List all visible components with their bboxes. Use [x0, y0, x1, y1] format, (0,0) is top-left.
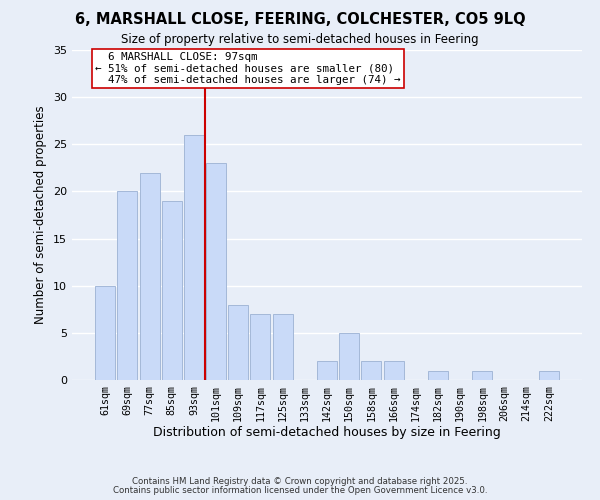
Bar	[184, 135, 204, 380]
Bar	[118, 192, 137, 380]
Bar	[472, 370, 492, 380]
Bar	[428, 370, 448, 380]
Bar	[95, 286, 115, 380]
Bar	[361, 361, 382, 380]
Text: 6, MARSHALL CLOSE, FEERING, COLCHESTER, CO5 9LQ: 6, MARSHALL CLOSE, FEERING, COLCHESTER, …	[74, 12, 526, 28]
Bar	[539, 370, 559, 380]
Bar	[228, 304, 248, 380]
X-axis label: Distribution of semi-detached houses by size in Feering: Distribution of semi-detached houses by …	[153, 426, 501, 440]
Text: Size of property relative to semi-detached houses in Feering: Size of property relative to semi-detach…	[121, 32, 479, 46]
Text: 6 MARSHALL CLOSE: 97sqm
← 51% of semi-detached houses are smaller (80)
  47% of : 6 MARSHALL CLOSE: 97sqm ← 51% of semi-de…	[95, 52, 401, 85]
Bar	[383, 361, 404, 380]
Text: Contains public sector information licensed under the Open Government Licence v3: Contains public sector information licen…	[113, 486, 487, 495]
Bar	[317, 361, 337, 380]
Y-axis label: Number of semi-detached properties: Number of semi-detached properties	[34, 106, 47, 324]
Text: Contains HM Land Registry data © Crown copyright and database right 2025.: Contains HM Land Registry data © Crown c…	[132, 477, 468, 486]
Bar	[162, 201, 182, 380]
Bar	[206, 163, 226, 380]
Bar	[250, 314, 271, 380]
Bar	[339, 333, 359, 380]
Bar	[272, 314, 293, 380]
Bar	[140, 172, 160, 380]
